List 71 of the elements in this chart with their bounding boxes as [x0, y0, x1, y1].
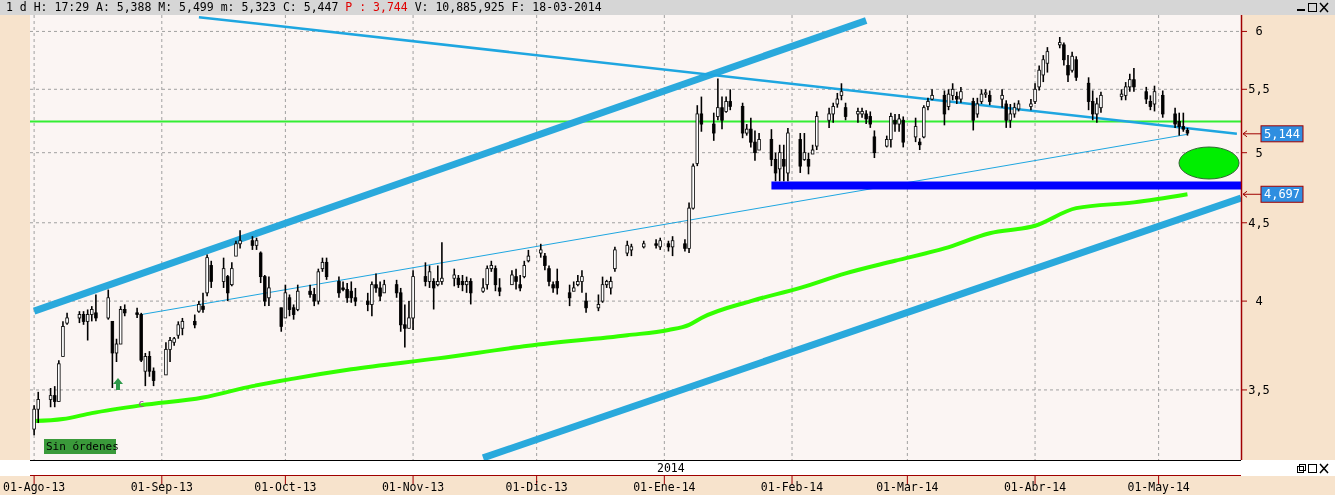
candlestick	[423, 261, 428, 288]
candlestick	[324, 256, 329, 281]
candlestick	[889, 111, 893, 149]
x-tick-label: 01-May-14	[1127, 480, 1190, 494]
candlestick	[712, 111, 716, 142]
text: V: 10,885,925 F: 18-03-2014	[414, 0, 602, 14]
candlestick	[901, 115, 905, 149]
x-tick-label: 01-Ago-13	[2, 480, 66, 494]
y-tick-label: 3,5	[1248, 382, 1270, 397]
x-tick-label: 01-Ene-14	[633, 480, 696, 494]
candlestick	[1008, 103, 1013, 129]
x-tick-label: 01-Sep-13	[130, 480, 194, 494]
candlestick	[1181, 111, 1186, 133]
candlestick	[971, 97, 975, 132]
candlestick	[806, 151, 811, 176]
x-tick-label: 01-Mar-14	[876, 480, 939, 494]
candlestick	[106, 288, 110, 321]
candlestick	[555, 267, 559, 296]
candlestick	[600, 275, 605, 304]
x-tick-label: 01-Oct-13	[254, 480, 317, 494]
y-tick-label: 4,5	[1248, 215, 1270, 230]
candlestick	[349, 280, 353, 304]
text: 2014	[657, 461, 685, 475]
candlestick	[94, 293, 98, 323]
chart-title: 1 d H: 17:29 A: 5,388 M: 5,499 m: 5,323 C: 5,447	[6, 0, 339, 14]
candlestick	[1177, 111, 1181, 137]
annotation: c	[138, 398, 145, 410]
candlestick	[48, 387, 53, 409]
candlestick	[1074, 55, 1078, 82]
candlestick	[827, 106, 831, 129]
candlestick	[913, 116, 918, 143]
candlestick	[728, 88, 732, 111]
x-tick-label: 01-Nov-13	[381, 480, 445, 494]
candlestick	[831, 101, 835, 124]
candlestick	[777, 143, 782, 183]
y-tick-label: 4	[1255, 294, 1263, 309]
x-tick-label: 01-Dic-13	[505, 480, 568, 494]
candlestick	[85, 308, 90, 342]
candlestick	[267, 275, 271, 307]
candlestick	[670, 235, 675, 257]
candlestick	[440, 241, 444, 286]
candlestick	[201, 292, 205, 314]
candlestick	[287, 293, 292, 318]
candlestick	[856, 106, 860, 124]
candlestick	[427, 264, 432, 289]
candlestick	[584, 292, 588, 314]
candlestick	[296, 283, 300, 312]
y-tick-label: 6	[1255, 24, 1263, 39]
candlestick	[469, 277, 473, 306]
candlestick	[209, 259, 213, 289]
y-tick-label: 5,5	[1248, 82, 1270, 97]
candlestick	[975, 97, 980, 119]
candlestick	[613, 246, 617, 273]
annotation: 4,697	[1263, 187, 1301, 202]
candlestick	[485, 264, 489, 291]
candlestick	[514, 267, 518, 291]
annotation: 5,144	[1263, 126, 1301, 141]
candlestick	[872, 129, 877, 159]
candlestick	[580, 269, 584, 294]
candlestick	[345, 282, 349, 304]
y-tick-label: 5	[1255, 145, 1263, 160]
candlestick	[337, 275, 341, 299]
candlestick	[1152, 84, 1157, 113]
chart-subtitle: P : 3,744	[345, 0, 408, 14]
candlestick	[147, 350, 152, 378]
candlestick	[1132, 67, 1136, 93]
x-tick-label: 01-Feb-14	[760, 480, 824, 494]
candlestick	[1161, 89, 1165, 119]
candlestick	[567, 283, 572, 307]
candlestick	[942, 89, 947, 127]
x-tick-label: 01-Abr-14	[1003, 480, 1067, 494]
